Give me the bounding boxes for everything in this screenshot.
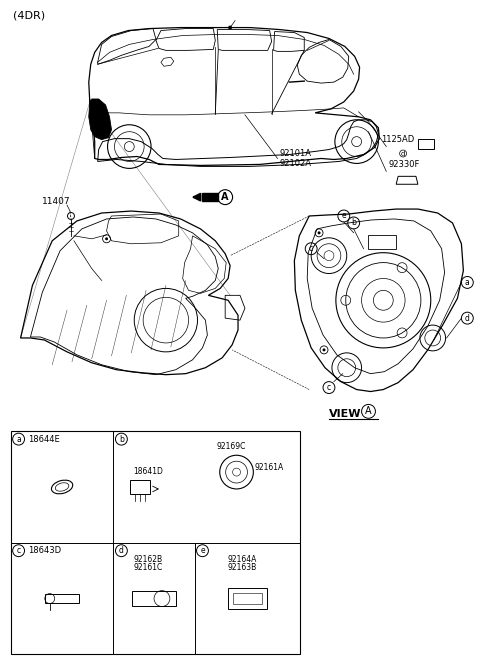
Text: 92161C: 92161C — [134, 563, 163, 572]
Bar — [233, 592, 262, 604]
Text: a: a — [465, 278, 470, 287]
Polygon shape — [94, 27, 351, 102]
Text: b: b — [119, 435, 124, 444]
Text: 92161A: 92161A — [254, 463, 284, 472]
Text: c: c — [327, 383, 331, 392]
Text: A: A — [365, 407, 372, 416]
Text: (4DR): (4DR) — [12, 11, 45, 21]
Text: d: d — [119, 546, 124, 555]
Text: c: c — [309, 245, 313, 253]
Text: 92164A: 92164A — [228, 555, 257, 563]
Text: a: a — [16, 435, 21, 444]
Text: 18644E: 18644E — [28, 435, 60, 444]
Bar — [369, 235, 396, 249]
Bar — [11, 431, 300, 655]
Text: 92162B: 92162B — [134, 555, 163, 563]
Text: 92169C: 92169C — [217, 442, 246, 451]
Text: 92101A: 92101A — [279, 149, 312, 158]
Text: VIEW: VIEW — [329, 409, 361, 419]
Circle shape — [105, 237, 108, 241]
Text: 18641D: 18641D — [133, 467, 163, 476]
Text: b: b — [351, 218, 356, 227]
Text: 18643D: 18643D — [28, 546, 61, 555]
Bar — [228, 588, 267, 610]
Bar — [132, 591, 176, 606]
Text: 92163B: 92163B — [228, 563, 257, 572]
Text: 11407: 11407 — [42, 196, 71, 206]
Text: c: c — [16, 546, 21, 555]
Bar — [418, 139, 434, 149]
Text: 92330F: 92330F — [388, 160, 420, 169]
Polygon shape — [203, 193, 218, 201]
Text: 1125AD: 1125AD — [381, 135, 415, 144]
Circle shape — [228, 25, 232, 29]
Text: d: d — [465, 314, 470, 323]
Polygon shape — [89, 99, 111, 139]
Text: e: e — [341, 212, 346, 220]
Circle shape — [318, 231, 321, 234]
Text: A: A — [221, 192, 229, 202]
Bar — [45, 594, 79, 603]
Bar — [130, 480, 150, 494]
Text: e: e — [200, 546, 205, 555]
Circle shape — [323, 348, 325, 351]
Text: d: d — [401, 151, 405, 157]
Text: 92102A: 92102A — [279, 159, 312, 168]
